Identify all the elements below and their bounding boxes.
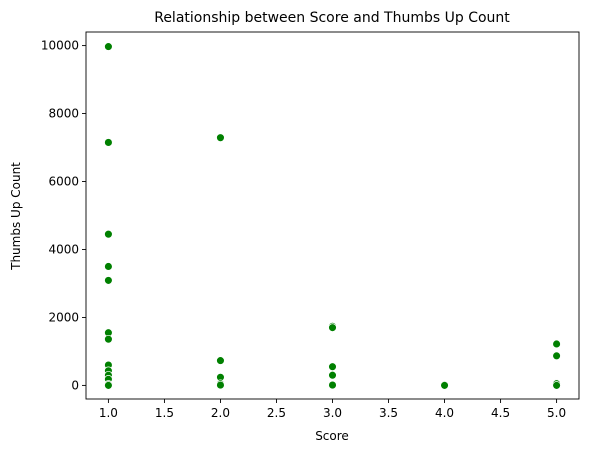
chart-title: Relationship between Score and Thumbs Up… (154, 10, 510, 26)
scatter-point (552, 381, 561, 390)
y-tick-label: 10000 (41, 39, 79, 53)
scatter-point (552, 339, 561, 349)
plot-frame (85, 31, 580, 400)
scatter-point (104, 334, 113, 344)
x-tick-label: 5.0 (547, 406, 566, 420)
x-axis-label: Score (315, 429, 349, 443)
scatter-point (216, 356, 225, 365)
ticks-layer: 1.0 1.5 2.0 2.5 3.0 3.5 4.0 4.5 5.0 0 2000 4000 6000… (41, 39, 566, 420)
scatter-point (328, 323, 337, 332)
scatter-point (552, 351, 561, 361)
scatter-point (328, 380, 337, 390)
points-layer (104, 42, 561, 390)
scatter-point (104, 262, 113, 271)
scatter-point (216, 133, 225, 142)
scatter-point (104, 381, 113, 390)
y-tick-label: 8000 (48, 107, 79, 121)
x-tick-label: 3.5 (379, 406, 398, 420)
y-tick-label: 6000 (48, 175, 79, 189)
y-axis-label: Thumbs Up Count (9, 162, 23, 271)
x-tick-label: 3.0 (323, 406, 342, 420)
x-tick-label: 2.5 (267, 406, 286, 420)
y-tick-label: 4000 (48, 242, 79, 256)
y-tick-label: 2000 (48, 310, 79, 324)
x-tick-label: 4.0 (435, 406, 454, 420)
scatter-point (104, 229, 113, 239)
scatter-point (328, 370, 337, 380)
x-tick-label: 1.0 (99, 406, 118, 420)
scatter-point (328, 362, 337, 371)
scatter-point (104, 42, 113, 51)
x-tick-label: 1.5 (155, 406, 174, 420)
scatter-point (440, 381, 449, 390)
scatter-point (216, 380, 225, 390)
scatter-point (104, 276, 113, 285)
y-tick-label: 0 (71, 378, 79, 392)
x-tick-label: 4.5 (491, 406, 510, 420)
x-tick-label: 2.0 (211, 406, 230, 420)
scatter-point (104, 138, 113, 147)
